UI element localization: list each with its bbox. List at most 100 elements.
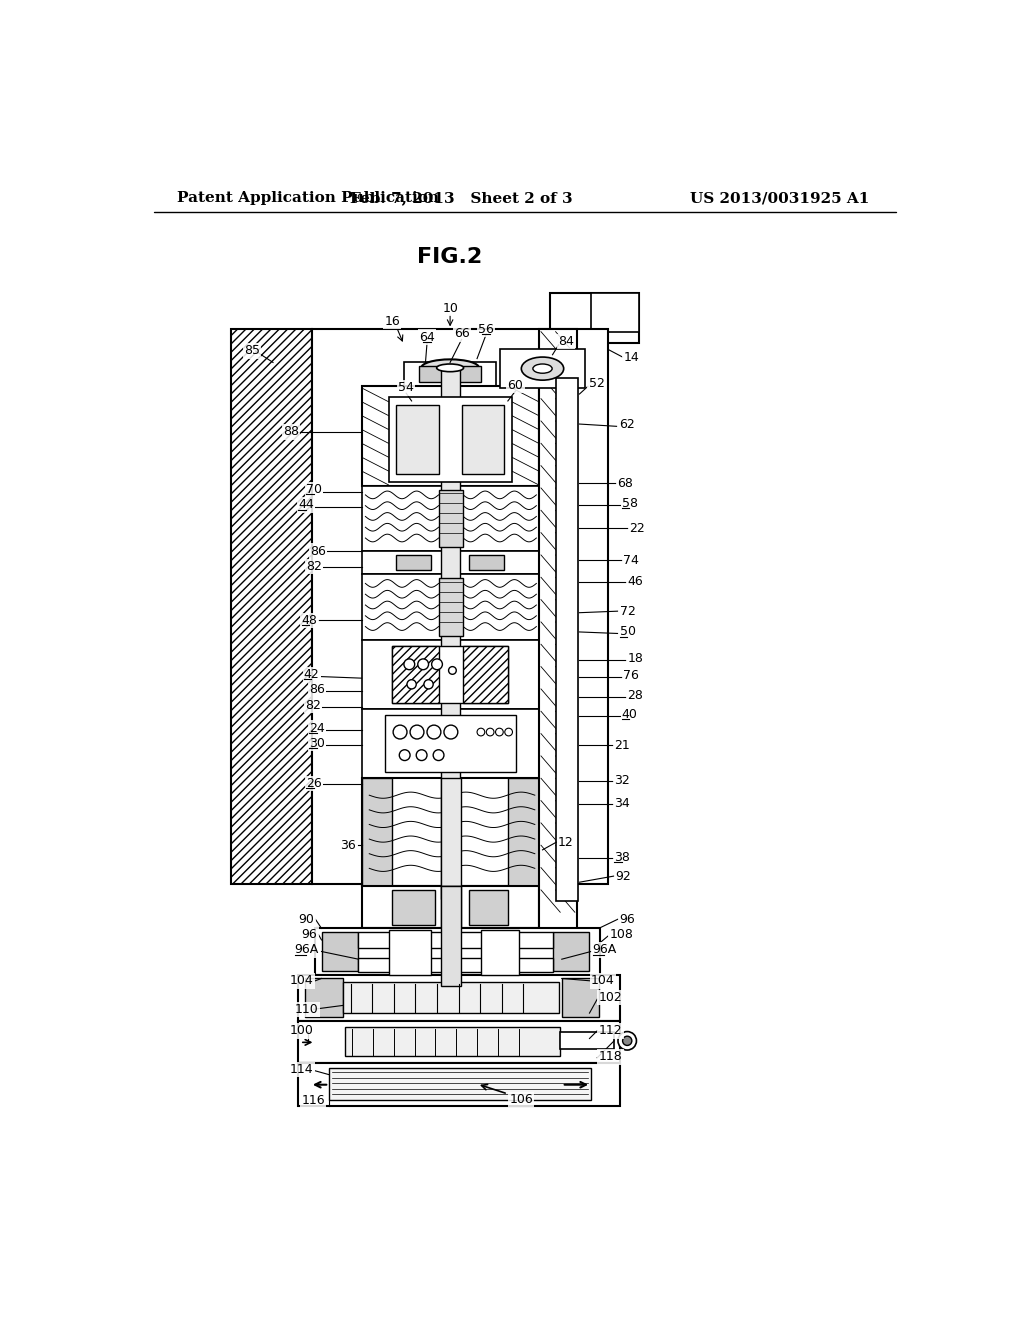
Text: 60: 60 (508, 379, 523, 392)
Bar (562, 978, 599, 1016)
Bar (539, 330, 578, 929)
Text: 52: 52 (589, 376, 604, 389)
Bar (361, 886, 539, 928)
Text: 50: 50 (620, 626, 636, 639)
Text: 92: 92 (615, 870, 632, 883)
Bar (438, 490, 463, 548)
Bar (392, 645, 508, 702)
Text: 24: 24 (309, 722, 325, 735)
Bar (396, 554, 431, 570)
Bar (591, 293, 639, 331)
Bar (462, 405, 504, 474)
Bar (298, 1063, 621, 1105)
Ellipse shape (436, 364, 464, 372)
Bar (343, 982, 559, 1014)
Circle shape (505, 729, 512, 737)
Circle shape (477, 729, 484, 737)
Text: 30: 30 (309, 737, 325, 750)
Text: 26: 26 (306, 777, 322, 791)
Text: 34: 34 (614, 797, 630, 810)
Text: 38: 38 (614, 851, 630, 865)
Text: 12: 12 (558, 836, 573, 849)
Bar (385, 715, 515, 772)
Circle shape (403, 659, 415, 669)
Ellipse shape (532, 364, 552, 374)
Text: 76: 76 (624, 669, 639, 682)
Ellipse shape (421, 359, 479, 376)
Bar (361, 486, 539, 552)
Bar (298, 974, 621, 1020)
Text: 108: 108 (609, 928, 634, 941)
Circle shape (399, 750, 410, 760)
Circle shape (444, 725, 458, 739)
Text: 84: 84 (558, 335, 573, 348)
Ellipse shape (521, 358, 563, 380)
Text: 68: 68 (617, 477, 633, 490)
Bar (361, 552, 539, 574)
Bar (361, 385, 539, 486)
Bar (481, 929, 519, 974)
Bar (441, 368, 460, 899)
Circle shape (416, 750, 427, 760)
Text: 22: 22 (630, 521, 645, 535)
Bar (361, 640, 539, 709)
Bar (322, 932, 358, 970)
Text: 88: 88 (283, 425, 299, 438)
Bar (388, 929, 431, 974)
Circle shape (418, 659, 429, 669)
Circle shape (433, 750, 444, 760)
Text: 86: 86 (309, 684, 325, 696)
Text: 54: 54 (398, 381, 414, 395)
Text: 18: 18 (628, 652, 643, 665)
Bar (500, 350, 585, 388)
Text: 96A: 96A (593, 944, 616, 957)
Text: 82: 82 (306, 560, 322, 573)
Bar (419, 367, 481, 381)
Bar (392, 890, 435, 924)
Text: 16: 16 (384, 315, 400, 329)
Text: 104: 104 (290, 974, 313, 987)
Text: 70: 70 (306, 483, 323, 496)
Text: 106: 106 (509, 1093, 534, 1106)
Text: 96: 96 (301, 928, 317, 941)
Text: Feb. 7, 2013   Sheet 2 of 3: Feb. 7, 2013 Sheet 2 of 3 (350, 191, 573, 206)
Text: 114: 114 (290, 1063, 313, 1076)
Text: 48: 48 (301, 614, 317, 627)
Bar (466, 331, 500, 401)
Text: Patent Application Publication: Patent Application Publication (177, 191, 438, 206)
Text: 112: 112 (599, 1024, 623, 1038)
Text: 74: 74 (624, 554, 639, 566)
Text: 96: 96 (620, 912, 635, 925)
Bar (441, 886, 461, 986)
Bar (304, 978, 343, 1016)
Text: 86: 86 (310, 545, 326, 557)
Bar (230, 330, 311, 884)
Text: 66: 66 (454, 327, 470, 341)
Bar (441, 886, 461, 928)
Text: 82: 82 (305, 698, 322, 711)
Text: 21: 21 (614, 739, 630, 751)
Text: US 2013/0031925 A1: US 2013/0031925 A1 (690, 191, 869, 206)
Bar (422, 331, 453, 401)
Bar (388, 397, 512, 482)
Bar (311, 330, 608, 884)
Text: 10: 10 (442, 302, 458, 315)
Circle shape (393, 725, 407, 739)
Text: 118: 118 (599, 1051, 623, 1064)
Circle shape (432, 659, 442, 669)
Bar (315, 928, 600, 974)
Text: 46: 46 (628, 576, 643, 589)
Text: 56: 56 (478, 323, 495, 335)
Circle shape (486, 729, 494, 737)
Text: 85: 85 (244, 345, 260, 358)
Text: 62: 62 (618, 417, 635, 430)
Circle shape (410, 725, 424, 739)
Text: 110: 110 (295, 1003, 318, 1016)
Text: 96A: 96A (295, 944, 318, 957)
Bar (560, 1032, 614, 1049)
Circle shape (623, 1036, 632, 1045)
Text: FIG.2: FIG.2 (418, 247, 482, 267)
Bar (469, 554, 504, 570)
Circle shape (449, 667, 457, 675)
Bar (553, 932, 590, 970)
